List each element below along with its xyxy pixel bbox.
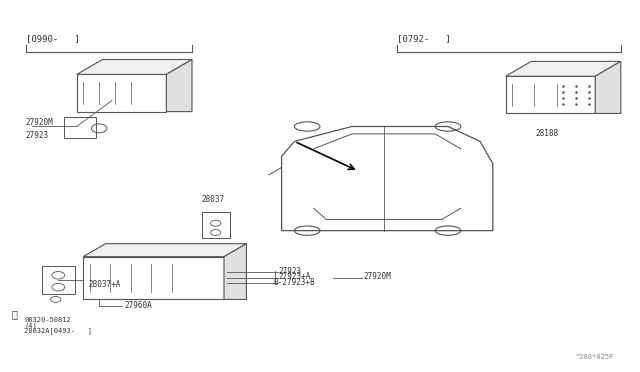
Text: ^280*025P: ^280*025P: [576, 354, 614, 360]
Text: 28037: 28037: [202, 195, 225, 203]
Text: [0792-   ]: [0792- ]: [397, 35, 451, 44]
Text: 27923+A: 27923+A: [278, 272, 311, 281]
Text: 27920M: 27920M: [364, 272, 391, 281]
Text: 08320-50812: 08320-50812: [24, 317, 71, 323]
Bar: [506, 76, 595, 113]
Text: 28032A[0493-   ]: 28032A[0493- ]: [24, 328, 92, 334]
Text: 27923: 27923: [26, 131, 49, 140]
Text: 28037+A: 28037+A: [88, 280, 121, 289]
Text: Ⓢ: Ⓢ: [12, 310, 17, 319]
Text: (4): (4): [24, 322, 37, 329]
Bar: [42, 266, 75, 294]
Polygon shape: [224, 244, 246, 299]
Text: 28188: 28188: [536, 129, 559, 138]
Bar: [64, 117, 96, 138]
Polygon shape: [83, 244, 246, 257]
Text: 27960A: 27960A: [125, 301, 152, 310]
Bar: [202, 212, 230, 238]
Polygon shape: [77, 60, 192, 74]
Text: 0-27923+B: 0-27923+B: [273, 278, 315, 287]
Bar: [83, 257, 224, 299]
Polygon shape: [595, 61, 621, 113]
Text: 27923: 27923: [278, 267, 301, 276]
Polygon shape: [282, 126, 493, 231]
Polygon shape: [506, 61, 621, 76]
Bar: [77, 74, 166, 112]
Text: [0990-   ]: [0990- ]: [26, 35, 79, 44]
Polygon shape: [166, 60, 192, 112]
Text: 27920M: 27920M: [26, 118, 53, 127]
